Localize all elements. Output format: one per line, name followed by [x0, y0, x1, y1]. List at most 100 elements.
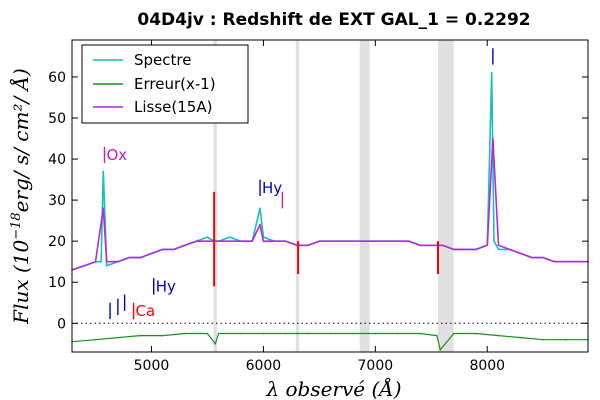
legend-label-erreur: Erreur(x-1)	[134, 75, 216, 93]
series-1-point-15	[374, 332, 377, 335]
series-1-point-17	[419, 332, 421, 335]
series-line-1	[71, 332, 588, 351]
series-2-point-6	[128, 256, 130, 259]
series-line-2	[71, 137, 588, 271]
series-0-point-17	[229, 236, 231, 238]
series-0-point-42	[490, 72, 493, 74]
series-2-point-46	[553, 260, 556, 263]
shaded-band-0	[213, 40, 217, 352]
y-tick-label-0: 0	[57, 316, 66, 332]
series-0-point-14	[206, 236, 209, 238]
line-marker-label-4: Ca	[136, 302, 156, 320]
series-2-point-24	[318, 240, 321, 242]
series-2-point-37	[464, 248, 466, 251]
chart-title: 04D4jv : Redshift de EXT GAL_1 = 0.2292	[137, 10, 530, 30]
series-2-point-12	[195, 240, 198, 242]
series-1-point-20	[452, 332, 455, 335]
series-1-point-6	[206, 332, 209, 335]
series-2-point-27	[352, 240, 354, 242]
series-2-point-31	[396, 240, 399, 242]
series-2-point-41	[497, 244, 500, 247]
series-0-point-20	[259, 207, 261, 210]
series-2-point-33	[419, 244, 421, 247]
series-2-point-35	[441, 244, 444, 247]
series-1-point-2	[117, 336, 119, 339]
svg-text:Flux (10−18erg/ s/ cm²/ Å): Flux (10−18erg/ s/ cm²/ Å)	[8, 68, 33, 325]
y-axis-label-units: erg/ s/ cm²/ Å)	[8, 68, 33, 212]
series-2-point-42	[508, 248, 511, 251]
series-2-point-40	[492, 137, 494, 140]
series-2-point-15	[229, 240, 231, 242]
series-2-point-38	[475, 248, 477, 251]
x-tick-label-0: 5000	[134, 358, 170, 374]
series-1-point-24	[542, 338, 545, 341]
series-2-point-18	[259, 223, 261, 226]
shaded-band-2	[359, 40, 370, 352]
y-axis-label: Flux (10−18erg/ s/ cm²/ Å)	[8, 68, 33, 325]
plot-frame	[71, 39, 589, 353]
series-2-point-34	[430, 244, 433, 247]
legend-label-spectre: Spectre	[134, 51, 191, 69]
series-2-point-1	[83, 264, 86, 267]
x-tick-label-3: 8000	[469, 358, 505, 374]
series-1-point-8	[217, 332, 220, 335]
series-1-point-22	[497, 334, 500, 337]
series-2-point-5	[117, 260, 119, 263]
series-2-point-20	[273, 240, 276, 242]
series-1-point-18	[436, 334, 438, 337]
series-1-point-1	[94, 338, 97, 341]
series-2-point-19	[262, 240, 265, 242]
series-2-point-29	[374, 240, 377, 242]
y-tick-label-3: 30	[48, 193, 66, 209]
series-1-point-16	[396, 332, 399, 335]
series-1-point-9	[240, 332, 242, 335]
series-2-point-14	[217, 240, 220, 242]
y-tick-label-4: 40	[48, 152, 66, 168]
line-marker-label-1: Hy	[262, 179, 282, 197]
series-1-point-11	[284, 332, 287, 335]
series-1-point-25	[564, 338, 567, 341]
series-1-point-19	[439, 349, 442, 351]
shaded-band-3	[438, 40, 454, 352]
series-2-point-36	[452, 248, 455, 251]
series-2-point-7	[139, 256, 142, 259]
series-0-point-5	[105, 264, 108, 267]
x-axis-label: λ observé (Å)	[265, 376, 401, 400]
series-2-point-3	[102, 207, 105, 210]
series-2-point-45	[542, 256, 545, 259]
y-axis-label-main: Flux (10	[9, 240, 33, 325]
y-axis-label-exponent: −18	[9, 212, 24, 239]
series-2-point-9	[161, 248, 164, 251]
series-1-point-3	[139, 334, 142, 337]
series-2-point-8	[150, 252, 153, 255]
series-2-point-4	[105, 260, 108, 263]
series-2-point-10	[173, 248, 175, 251]
series-2-point-16	[240, 240, 242, 242]
series-0-point-44	[497, 248, 500, 251]
series-2-point-11	[184, 244, 186, 247]
series-1-point-13	[329, 332, 332, 335]
series-1-point-10	[262, 332, 265, 335]
y-tick-label-6: 60	[48, 70, 66, 86]
series-2-point-32	[408, 240, 410, 242]
series-1-point-4	[161, 334, 164, 337]
axis-ticks: 5000 6000 7000 8000 0 10 20 30 40 50 60	[48, 40, 588, 374]
series-1-point-5	[184, 332, 186, 335]
y-tick-label-1: 10	[48, 275, 66, 291]
series-2-point-13	[206, 240, 209, 242]
series-2-point-28	[363, 240, 365, 242]
series-1-point-12	[307, 332, 309, 335]
series-2-point-2	[94, 260, 97, 263]
series-1-point-14	[352, 332, 354, 335]
series-0-point-4	[102, 170, 105, 173]
series-2-point-48	[576, 260, 578, 263]
series-2-point-21	[284, 240, 287, 242]
line-marker-label-0: Ox	[106, 146, 127, 164]
series-2-point-30	[385, 240, 388, 242]
series-0-point-43	[493, 240, 495, 242]
series-2-point-44	[531, 256, 533, 259]
bad-pixel-layer	[213, 191, 440, 287]
x-tick-label-2: 7000	[358, 358, 394, 374]
